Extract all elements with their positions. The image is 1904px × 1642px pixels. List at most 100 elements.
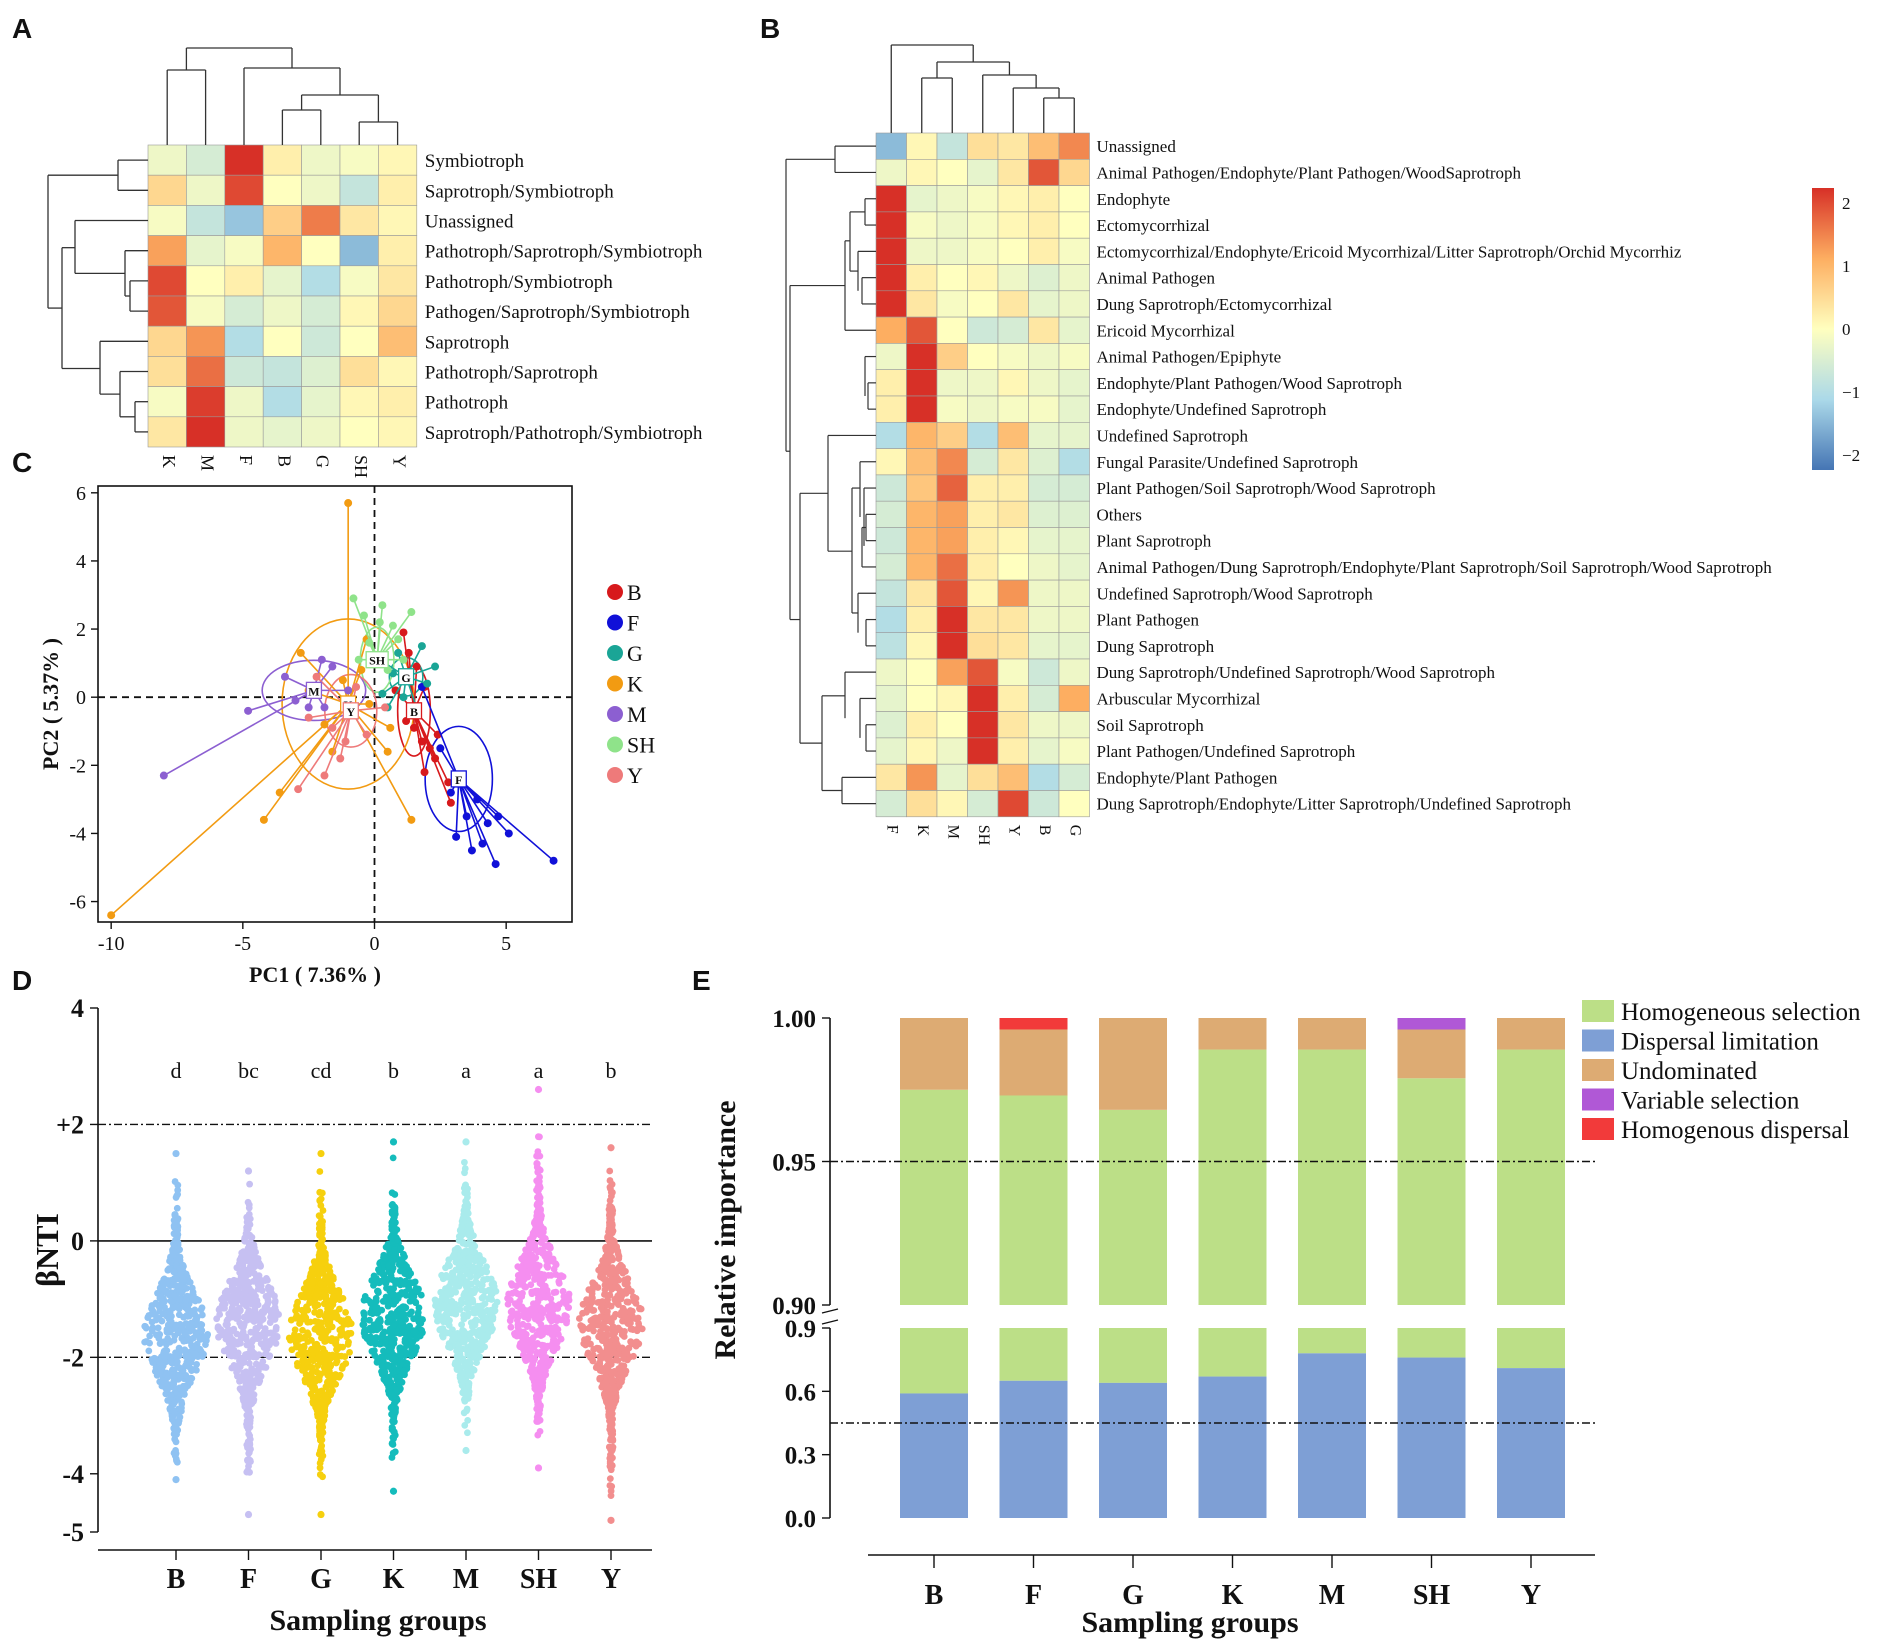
beta-nti-point [175,1305,183,1313]
heatmap-b-cell [967,500,999,528]
heatmap-a-row-label: Saprotroph [425,332,510,353]
heatmap-b-cell [875,579,907,607]
beta-nti-point [172,1447,179,1454]
heatmap-a-row-label: Pathogen/Saprotroph/Symbiotroph [425,302,690,323]
beta-nti-point [607,1203,615,1210]
beta-nti-point [608,1424,615,1432]
beta-nti-point [171,1292,178,1300]
beta-nti-point [537,1306,544,1314]
importance-x-tick-label: M [1319,1580,1345,1611]
heatmap-b-cell [967,606,999,634]
beta-nti-point [439,1326,447,1334]
beta-nti-point [332,1336,340,1343]
beta-nti-point [614,1356,622,1364]
beta-nti-point [588,1298,596,1306]
beta-nti-point [468,1264,476,1272]
pcoa-y-tick-label: 6 [76,483,86,505]
heatmap-a-cell [262,325,302,357]
beta-nti-point [483,1275,491,1283]
heatmap-b-cell [936,211,968,239]
beta-nti-point [267,1288,275,1296]
heatmap-a-cell [339,235,379,267]
heatmap-b-cell [936,658,968,686]
importance-bar-homogeneous-selection-lower [1397,1328,1466,1358]
beta-nti-point [366,1298,374,1306]
importance-bar-homogeneous-selection [999,1095,1068,1305]
importance-bar-undominated [999,1029,1068,1096]
colorbar-tick-label: 0 [1842,320,1851,339]
heatmap-b-cell [967,132,999,160]
beta-nti-point [252,1292,259,1300]
beta-nti-point [477,1282,485,1289]
beta-nti-point [621,1312,629,1320]
beta-nti-point [461,1158,468,1166]
beta-nti-x-tick-label: F [240,1564,257,1595]
beta-nti-point [328,1323,336,1331]
heatmap-b-cell [967,474,999,502]
pcoa-spoke [421,686,460,780]
beta-nti-point [341,1353,349,1360]
heatmap-a-cell [262,205,302,236]
heatmap-b-cell [906,763,938,791]
beta-nti-point [393,1386,401,1394]
heatmap-b-cell [936,527,968,555]
importance-bar-dispersal-limitation [1198,1376,1267,1518]
beta-nti-point [453,1365,461,1373]
heatmap-b-cell [997,790,1029,818]
beta-nti-point [527,1281,535,1289]
beta-nti-point [460,1335,468,1343]
beta-nti-point [565,1304,573,1312]
beta-nti-point [390,1203,398,1211]
beta-nti-point [379,1270,387,1278]
pcoa-centroid-box [397,668,415,686]
pcoa-legend-label: K [627,672,643,697]
pcoa-point [320,703,329,712]
beta-nti-point [547,1257,555,1265]
beta-nti-point [595,1332,603,1340]
beta-nti-point [257,1262,264,1270]
heatmap-b-row-label: Endophyte/Plant Pathogen [1097,768,1278,787]
heatmap-b-cell [1058,132,1090,160]
heatmap-a-cell [186,205,226,236]
beta-nti-point [628,1287,635,1295]
beta-nti-point [236,1339,244,1347]
beta-nti-point [635,1323,643,1330]
pcoa-point [412,662,421,671]
heatmap-b-cell [875,421,907,449]
heatmap-a-cell [301,386,341,418]
beta-nti-point [321,1259,329,1267]
beta-nti-point [534,1226,541,1233]
pcoa-legend-marker [607,614,623,631]
beta-nti-point-min [317,1510,325,1519]
pcoa-centroid-box [365,651,389,669]
beta-nti-point [527,1347,535,1355]
heatmap-a-cell [224,295,264,327]
beta-nti-point [456,1306,464,1313]
heatmap-b-cell [1058,395,1090,423]
beta-nti-point [533,1152,541,1160]
beta-nti-point [318,1334,325,1342]
beta-nti-point [172,1194,180,1201]
beta-nti-point [224,1294,232,1302]
beta-nti-point [517,1332,525,1340]
beta-nti-point [524,1322,532,1330]
beta-nti-point [391,1191,399,1198]
beta-nti-point [483,1324,490,1332]
beta-nti-significance-letter: a [534,1058,544,1083]
beta-nti-point [319,1452,327,1460]
beta-nti-point [384,1302,392,1310]
beta-nti-point [579,1309,586,1317]
heatmap-b-cell [875,711,907,739]
beta-nti-point [267,1329,275,1337]
importance-bar-dispersal-limitation [1397,1357,1466,1518]
heatmap-a-cell [378,235,418,267]
beta-nti-point [314,1355,322,1363]
heatmap-b-cell [936,159,968,186]
heatmap-a-cell [186,144,226,176]
beta-nti-point [603,1314,610,1322]
beta-nti-point [188,1325,196,1333]
beta-nti-point [224,1348,232,1356]
beta-nti-point [461,1248,469,1255]
beta-nti-point [550,1289,558,1296]
heatmap-a-cell [224,386,264,418]
